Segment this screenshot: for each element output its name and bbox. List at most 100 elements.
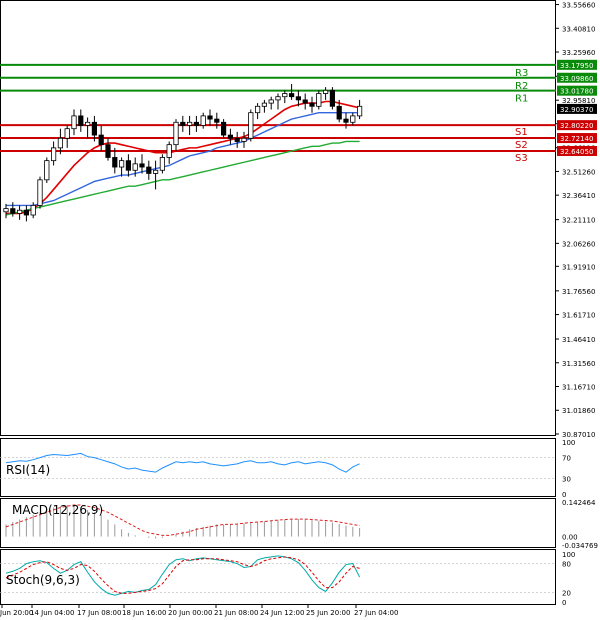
macd-tick-label: -0.034769 — [562, 542, 598, 550]
candle-body — [322, 89, 329, 94]
candle-body — [159, 157, 165, 171]
macd-signal-line — [5, 504, 360, 536]
stoch-label: Stoch(9,6,3) — [6, 573, 80, 587]
candle-body — [10, 208, 16, 214]
level-tag-value: 33.09860 — [560, 75, 593, 83]
stoch-main-line — [5, 555, 361, 596]
level-tag-bg — [557, 145, 597, 156]
stoch-tick-label: 0 — [562, 599, 566, 607]
level-label-s1: S1 — [515, 127, 528, 138]
candle-body — [57, 137, 64, 149]
candle-body — [98, 134, 104, 146]
candle-body — [132, 163, 138, 171]
candle-body — [78, 115, 84, 126]
candle-body — [186, 121, 193, 126]
level-label-s3: S3 — [515, 153, 528, 164]
price-tick-label: 32.06260 — [562, 240, 595, 248]
candle-body — [288, 93, 295, 98]
price-tick-label: 31.16710 — [562, 384, 595, 392]
candle-body — [282, 93, 288, 98]
price-tick-label: 32.51260 — [562, 168, 595, 176]
level-tag-value: 32.72140 — [560, 135, 593, 143]
ma-mid-line — [6, 111, 360, 207]
stoch-tick-label: 20 — [562, 589, 571, 597]
candle-body — [356, 105, 363, 117]
stoch-signal-line — [5, 556, 360, 594]
time-tick-label: 14 Jun 04:00 — [30, 609, 74, 617]
time-tick-label: 20 Jun 00:00 — [168, 609, 212, 617]
level-label-s2: S2 — [515, 140, 528, 151]
candle-body — [275, 96, 281, 101]
rsi-tick-label: 70 — [562, 455, 571, 463]
candle-body — [85, 121, 91, 126]
stoch-panel-frame — [0, 549, 556, 605]
level-tag-value: 32.64050 — [560, 148, 593, 156]
candle-body — [336, 105, 342, 120]
rsi-label: RSI(14) — [6, 463, 50, 477]
rsi-tick-label: 100 — [562, 439, 575, 447]
candle-body — [180, 121, 186, 126]
price-tick-label: 32.36410 — [562, 192, 595, 200]
price-tick-label: 33.40810 — [562, 25, 595, 33]
time-tick-label: 17 Jun 08:00 — [77, 609, 121, 617]
level-label-r3: R3 — [515, 68, 528, 79]
level-label-r2: R2 — [515, 81, 528, 92]
candle-body — [220, 121, 227, 136]
candle-body — [139, 163, 145, 168]
price-tick-label: 31.61710 — [562, 312, 595, 320]
time-tick-label: 21 Jun 08:00 — [214, 609, 258, 617]
level-tag-bg — [557, 59, 597, 70]
candle-body — [329, 89, 336, 107]
level-tag-value: 33.01780 — [560, 88, 593, 96]
candle-body — [51, 147, 57, 162]
candle-body — [112, 157, 118, 168]
candle-body — [268, 99, 274, 104]
candle-body — [125, 160, 131, 171]
time-tick-label: Jun 20:00 — [0, 609, 33, 617]
candle-body — [316, 93, 322, 107]
candlestick-series — [3, 83, 363, 222]
pivot-levels: R3 R2 R1 S1 S2 S3 — [0, 63, 556, 164]
candle-body — [241, 137, 247, 142]
price-tick-label: 31.76560 — [562, 288, 595, 296]
macd-tick-label: 0.00 — [562, 534, 578, 542]
stochastic-indicator: 100 80 20 0 — [0, 551, 575, 607]
macd-indicator: 0.142464 0.00-0.034769 — [5, 499, 598, 550]
stoch-tick-label: 80 — [562, 561, 571, 569]
stoch-tick-label: 100 — [562, 551, 575, 559]
candle-body — [119, 160, 125, 168]
candle-body — [214, 118, 220, 123]
candle-body — [37, 179, 43, 206]
rsi-panel-frame — [0, 438, 556, 497]
candle-body — [261, 102, 268, 107]
level-tag-bg — [557, 120, 597, 131]
price-tick-label: 32.95810 — [562, 97, 595, 105]
candle-body — [302, 99, 308, 104]
candle-body — [64, 128, 70, 139]
candle-body — [343, 118, 349, 123]
macd-label: MACD(12,26,9) — [12, 503, 103, 517]
time-tick-label: 18 Jun 16:00 — [122, 609, 166, 617]
time-tick-label: 25 Jun 20:00 — [306, 609, 350, 617]
level-label-r1: R1 — [515, 94, 528, 105]
candle-body — [71, 115, 77, 130]
candle-body — [44, 160, 50, 181]
candle-body — [193, 121, 199, 126]
candle-body — [248, 112, 254, 139]
price-tick-label: 31.31560 — [562, 360, 595, 368]
ma-fast-line — [6, 100, 360, 215]
candle-body — [3, 208, 9, 213]
ma-slow-line — [5, 140, 360, 216]
price-tick-label: 31.46410 — [562, 336, 595, 344]
candle-body — [16, 209, 23, 214]
candle-body — [309, 102, 315, 107]
level-price-tags: 33.17950 33.09860 33.01780 32.80220 32.72140… — [557, 59, 597, 156]
current-price-tag: 32.90370 — [560, 106, 593, 114]
main-panel-frame — [0, 0, 556, 436]
moving-averages — [5, 100, 360, 216]
candle-body — [30, 205, 36, 216]
price-tick-label: 33.55660 — [562, 2, 595, 10]
macd-panel-frame — [0, 498, 556, 548]
level-tag-value: 32.80220 — [560, 122, 593, 130]
